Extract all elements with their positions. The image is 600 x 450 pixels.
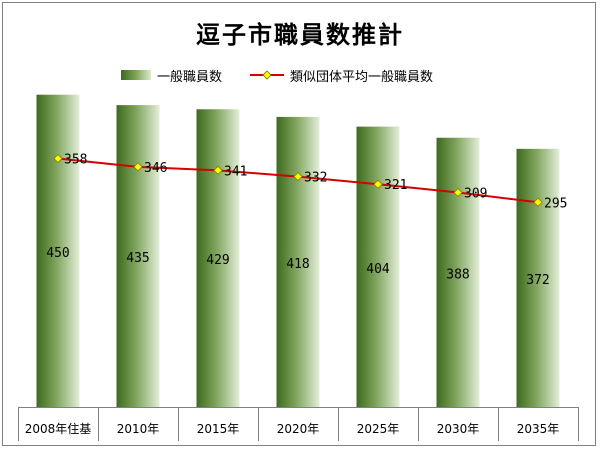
bar-value-label: 450 (46, 246, 69, 261)
bar-value-label: 388 (446, 267, 469, 282)
line-value-label: 346 (144, 161, 167, 176)
legend-line-label: 類似団体平均一般職員数 (290, 69, 434, 85)
bar-value-label: 418 (286, 257, 309, 272)
line-marker (53, 153, 63, 164)
bar (116, 105, 160, 408)
line-marker (533, 197, 543, 207)
line-value-label: 321 (384, 178, 407, 193)
x-tick-label: 2015年 (197, 422, 240, 436)
x-tick-label: 2020年 (277, 422, 320, 436)
legend-item-bar: 一般職員数 (121, 66, 222, 85)
legend-item-line: 類似団体平均一般職員数 (250, 66, 433, 85)
bar (356, 126, 400, 408)
line-value-label: 332 (304, 171, 327, 186)
legend-line-swatch (250, 70, 285, 80)
chart-title: 逗子市職員数推計 (196, 21, 404, 49)
line-value-label: 358 (64, 153, 87, 168)
bar (276, 116, 320, 408)
legend: 一般職員数 類似団体平均一般職員数 (121, 65, 461, 85)
bar-value-label: 404 (366, 262, 390, 277)
line-value-label: 309 (464, 187, 487, 202)
line-marker (453, 187, 463, 198)
line-marker (373, 179, 383, 189)
x-tick-label: 2008年住基 (25, 422, 92, 436)
line-marker (293, 172, 303, 182)
bar (196, 109, 240, 408)
line-marker (213, 165, 223, 175)
bar-value-label: 435 (126, 251, 149, 266)
legend-bar-swatch (121, 70, 151, 80)
bar (436, 137, 480, 407)
bar (36, 94, 80, 407)
bar-value-label: 429 (206, 253, 229, 268)
line-value-label: 295 (544, 196, 567, 211)
bar-value-label: 372 (526, 273, 549, 288)
bar (516, 148, 560, 407)
line-value-label: 341 (224, 164, 247, 179)
legend-bar-label: 一般職員数 (157, 69, 223, 85)
x-tick-label: 2030年 (437, 422, 480, 436)
line-marker (133, 162, 143, 172)
x-tick-label: 2025年 (357, 422, 400, 436)
x-tick-label: 2010年 (117, 422, 160, 436)
x-tick-label: 2035年 (517, 422, 560, 436)
